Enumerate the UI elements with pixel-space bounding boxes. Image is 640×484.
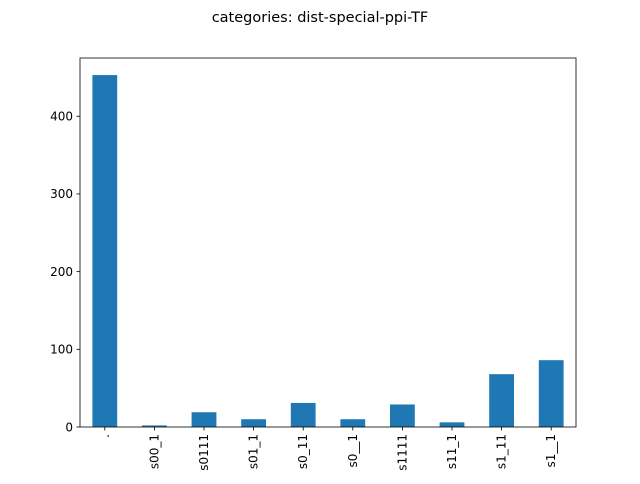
bar: [241, 419, 266, 427]
chart-title: categories: dist-special-ppi-TF: [212, 10, 429, 26]
x-tick-label: s11_1: [445, 434, 459, 469]
y-tick-label: 400: [50, 110, 73, 124]
bar: [538, 360, 564, 427]
y-tick-label: 200: [50, 265, 73, 279]
plot-frame: [79, 57, 577, 428]
x-tick-label: s1_11: [495, 434, 509, 469]
y-tick-label: 0: [65, 420, 73, 434]
bar: [92, 75, 118, 428]
x-tick-label: s01_1: [247, 434, 261, 469]
y-axis: 0 100 200 300 400: [50, 110, 80, 434]
x-tick-label: s0111: [197, 434, 211, 471]
x-tick-label: s0__1: [346, 434, 360, 468]
bar: [439, 422, 465, 427]
bar: [390, 404, 415, 427]
bar: [290, 402, 316, 427]
x-tick-label: s1111: [395, 434, 409, 471]
x-tick-label: s1__1: [544, 434, 558, 468]
bar: [191, 412, 217, 427]
bar: [142, 425, 167, 427]
bar: [340, 419, 366, 427]
y-tick-label: 100: [50, 343, 73, 357]
x-tick-label: s00_1: [147, 434, 161, 469]
x-tick-label: s0_11: [296, 434, 310, 469]
bar: [489, 374, 514, 427]
x-axis: . s00_1 s0111 s01_1 s0_11 s0__1 s1111 s11_1 s1_1…: [98, 427, 558, 471]
x-tick-label: .: [98, 434, 112, 438]
y-tick-label: 300: [50, 187, 73, 201]
bars: [92, 75, 564, 428]
